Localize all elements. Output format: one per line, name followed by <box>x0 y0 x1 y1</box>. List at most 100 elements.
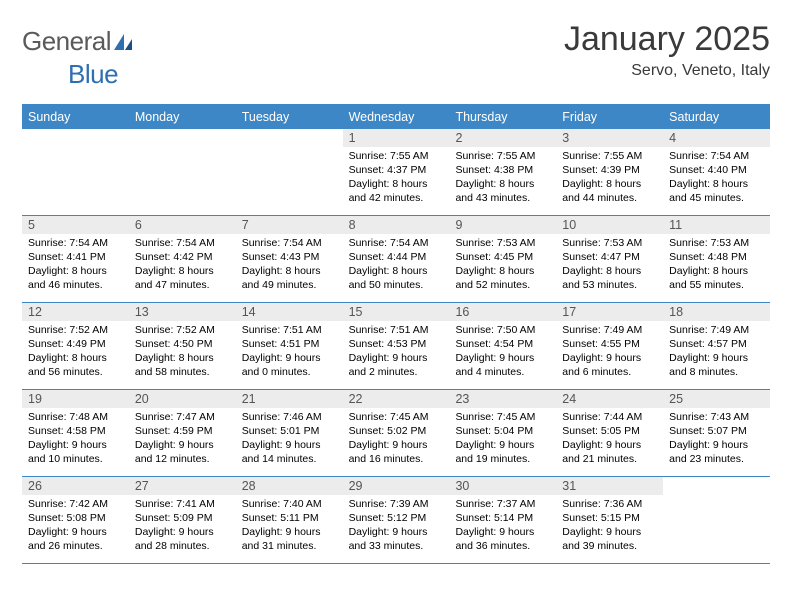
day-number: 14 <box>236 303 343 321</box>
day-details: Sunrise: 7:52 AMSunset: 4:49 PMDaylight:… <box>26 323 125 380</box>
day-cell: 18Sunrise: 7:49 AMSunset: 4:57 PMDayligh… <box>663 303 770 389</box>
weekday-header-cell: Sunday <box>22 106 129 129</box>
day-cell: 27 Sunrise: 7:41 AMSunset: 5:09 PMDayligh… <box>129 477 236 563</box>
week-row: 5Sunrise: 7:54 AMSunset: 4:41 PMDaylight… <box>22 216 770 303</box>
day-cell: 7 Sunrise: 7:54 AMSunset: 4:43 PMDaylight… <box>236 216 343 302</box>
day-number: 10 <box>556 216 663 234</box>
weekday-header-cell: Monday <box>129 106 236 129</box>
day-cell: 15 Sunrise: 7:51 AMSunset: 4:53 PMDayligh… <box>343 303 450 389</box>
page-title: January 2025 <box>564 22 770 56</box>
week-row: 12Sunrise: 7:52 AMSunset: 4:49 PMDayligh… <box>22 303 770 390</box>
day-number: 17 <box>556 303 663 321</box>
day-number: 27 <box>129 477 236 495</box>
day-number: 5 <box>22 216 129 234</box>
day-number: 31 <box>556 477 663 495</box>
day-details: Sunrise: 7:52 AMSunset: 4:50 PMDaylight:… <box>133 323 232 380</box>
weekday-header-cell: Friday <box>556 106 663 129</box>
day-details: Sunrise: 7:53 AMSunset: 4:48 PMDaylight:… <box>667 236 766 293</box>
header: GeneralBlue January 2025 Servo, Veneto, … <box>22 22 770 90</box>
day-cell: 19 Sunrise: 7:48 AMSunset: 4:58 PMDayligh… <box>22 390 129 476</box>
day-cell: 4Sunrise: 7:54 AMSunset: 4:40 PMDaylight… <box>663 129 770 215</box>
day-details: Sunrise: 7:53 AMSunset: 4:47 PMDaylight:… <box>560 236 659 293</box>
day-details: Sunrise: 7:46 AMSunset: 5:01 PMDaylight:… <box>240 410 339 467</box>
day-details: Sunrise: 7:40 AMSunset: 5:11 PMDaylight:… <box>240 497 339 554</box>
logo: GeneralBlue <box>22 22 134 90</box>
day-cell: 21Sunrise: 7:46 AMSunset: 5:01 PMDayligh… <box>236 390 343 476</box>
day-details: Sunrise: 7:41 AMSunset: 5:09 PMDaylight:… <box>133 497 232 554</box>
day-details: Sunrise: 7:51 AMSunset: 4:53 PMDaylight:… <box>347 323 446 380</box>
day-cell: 22Sunrise: 7:45 AMSunset: 5:02 PMDayligh… <box>343 390 450 476</box>
day-number: 3 <box>556 129 663 147</box>
day-details: Sunrise: 7:55 AMSunset: 4:39 PMDaylight:… <box>560 149 659 206</box>
day-cell: 5Sunrise: 7:54 AMSunset: 4:41 PMDaylight… <box>22 216 129 302</box>
day-number: 19 <box>22 390 129 408</box>
day-details: Sunrise: 7:36 AMSunset: 5:15 PMDaylight:… <box>560 497 659 554</box>
day-cell: 23 Sunrise: 7:45 AMSunset: 5:04 PMDayligh… <box>449 390 556 476</box>
day-number: 23 <box>449 390 556 408</box>
day-cell: 1 Sunrise: 7:55 AMSunset: 4:37 PMDaylight… <box>343 129 450 215</box>
day-details: Sunrise: 7:54 AMSunset: 4:44 PMDaylight:… <box>347 236 446 293</box>
weekday-header-cell: Tuesday <box>236 106 343 129</box>
day-cell <box>236 129 343 215</box>
day-details: Sunrise: 7:47 AMSunset: 4:59 PMDaylight:… <box>133 410 232 467</box>
day-cell: 13Sunrise: 7:52 AMSunset: 4:50 PMDayligh… <box>129 303 236 389</box>
day-details: Sunrise: 7:39 AMSunset: 5:12 PMDaylight:… <box>347 497 446 554</box>
day-details: Sunrise: 7:45 AMSunset: 5:04 PMDaylight:… <box>453 410 552 467</box>
day-details: Sunrise: 7:44 AMSunset: 5:05 PMDaylight:… <box>560 410 659 467</box>
day-cell: 10 Sunrise: 7:53 AMSunset: 4:47 PMDayligh… <box>556 216 663 302</box>
weekday-header-cell: Thursday <box>449 106 556 129</box>
day-number: 18 <box>663 303 770 321</box>
day-details: Sunrise: 7:55 AMSunset: 4:38 PMDaylight:… <box>453 149 552 206</box>
day-cell: 25Sunrise: 7:43 AMSunset: 5:07 PMDayligh… <box>663 390 770 476</box>
day-cell: 29Sunrise: 7:39 AMSunset: 5:12 PMDayligh… <box>343 477 450 563</box>
day-number: 1 <box>343 129 450 147</box>
day-cell: 9 Sunrise: 7:53 AMSunset: 4:45 PMDaylight… <box>449 216 556 302</box>
day-details: Sunrise: 7:54 AMSunset: 4:43 PMDaylight:… <box>240 236 339 293</box>
week-row: 26 Sunrise: 7:42 AMSunset: 5:08 PMDayligh… <box>22 477 770 564</box>
day-number: 25 <box>663 390 770 408</box>
day-number: 20 <box>129 390 236 408</box>
day-number: 15 <box>343 303 450 321</box>
day-details: Sunrise: 7:37 AMSunset: 5:14 PMDaylight:… <box>453 497 552 554</box>
day-cell: 30 Sunrise: 7:37 AMSunset: 5:14 PMDayligh… <box>449 477 556 563</box>
day-number: 30 <box>449 477 556 495</box>
day-cell: 12Sunrise: 7:52 AMSunset: 4:49 PMDayligh… <box>22 303 129 389</box>
day-cell: 2 Sunrise: 7:55 AMSunset: 4:38 PMDaylight… <box>449 129 556 215</box>
day-number: 28 <box>236 477 343 495</box>
weeks-container: 1 Sunrise: 7:55 AMSunset: 4:37 PMDaylight… <box>22 129 770 564</box>
day-details: Sunrise: 7:53 AMSunset: 4:45 PMDaylight:… <box>453 236 552 293</box>
day-cell: 28 Sunrise: 7:40 AMSunset: 5:11 PMDayligh… <box>236 477 343 563</box>
day-details: Sunrise: 7:49 AMSunset: 4:55 PMDaylight:… <box>560 323 659 380</box>
day-number: 26 <box>22 477 129 495</box>
day-details: Sunrise: 7:42 AMSunset: 5:08 PMDaylight:… <box>26 497 125 554</box>
weekday-header-cell: Saturday <box>663 106 770 129</box>
day-number <box>22 129 129 147</box>
day-cell: 16 Sunrise: 7:50 AMSunset: 4:54 PMDayligh… <box>449 303 556 389</box>
day-number: 7 <box>236 216 343 234</box>
day-number <box>129 129 236 147</box>
location-subtitle: Servo, Veneto, Italy <box>564 62 770 80</box>
day-cell: 31 Sunrise: 7:36 AMSunset: 5:15 PMDayligh… <box>556 477 663 563</box>
day-details: Sunrise: 7:45 AMSunset: 5:02 PMDaylight:… <box>347 410 446 467</box>
day-number <box>236 129 343 147</box>
weekday-header-row: SundayMondayTuesdayWednesdayThursdayFrid… <box>22 106 770 129</box>
day-number: 2 <box>449 129 556 147</box>
calendar: SundayMondayTuesdayWednesdayThursdayFrid… <box>22 106 770 564</box>
day-cell: 3 Sunrise: 7:55 AMSunset: 4:39 PMDaylight… <box>556 129 663 215</box>
day-number: 16 <box>449 303 556 321</box>
day-cell <box>22 129 129 215</box>
logo-text-general: General <box>22 26 111 56</box>
day-details: Sunrise: 7:54 AMSunset: 4:42 PMDaylight:… <box>133 236 232 293</box>
day-number <box>663 477 770 495</box>
day-cell <box>663 477 770 563</box>
day-cell: 11 Sunrise: 7:53 AMSunset: 4:48 PMDayligh… <box>663 216 770 302</box>
day-details: Sunrise: 7:48 AMSunset: 4:58 PMDaylight:… <box>26 410 125 467</box>
day-details: Sunrise: 7:55 AMSunset: 4:37 PMDaylight:… <box>347 149 446 206</box>
day-number: 11 <box>663 216 770 234</box>
day-number: 9 <box>449 216 556 234</box>
title-block: January 2025 Servo, Veneto, Italy <box>564 22 770 80</box>
day-details: Sunrise: 7:50 AMSunset: 4:54 PMDaylight:… <box>453 323 552 380</box>
day-number: 24 <box>556 390 663 408</box>
weekday-header-cell: Wednesday <box>343 106 450 129</box>
page: GeneralBlue January 2025 Servo, Veneto, … <box>0 0 792 564</box>
